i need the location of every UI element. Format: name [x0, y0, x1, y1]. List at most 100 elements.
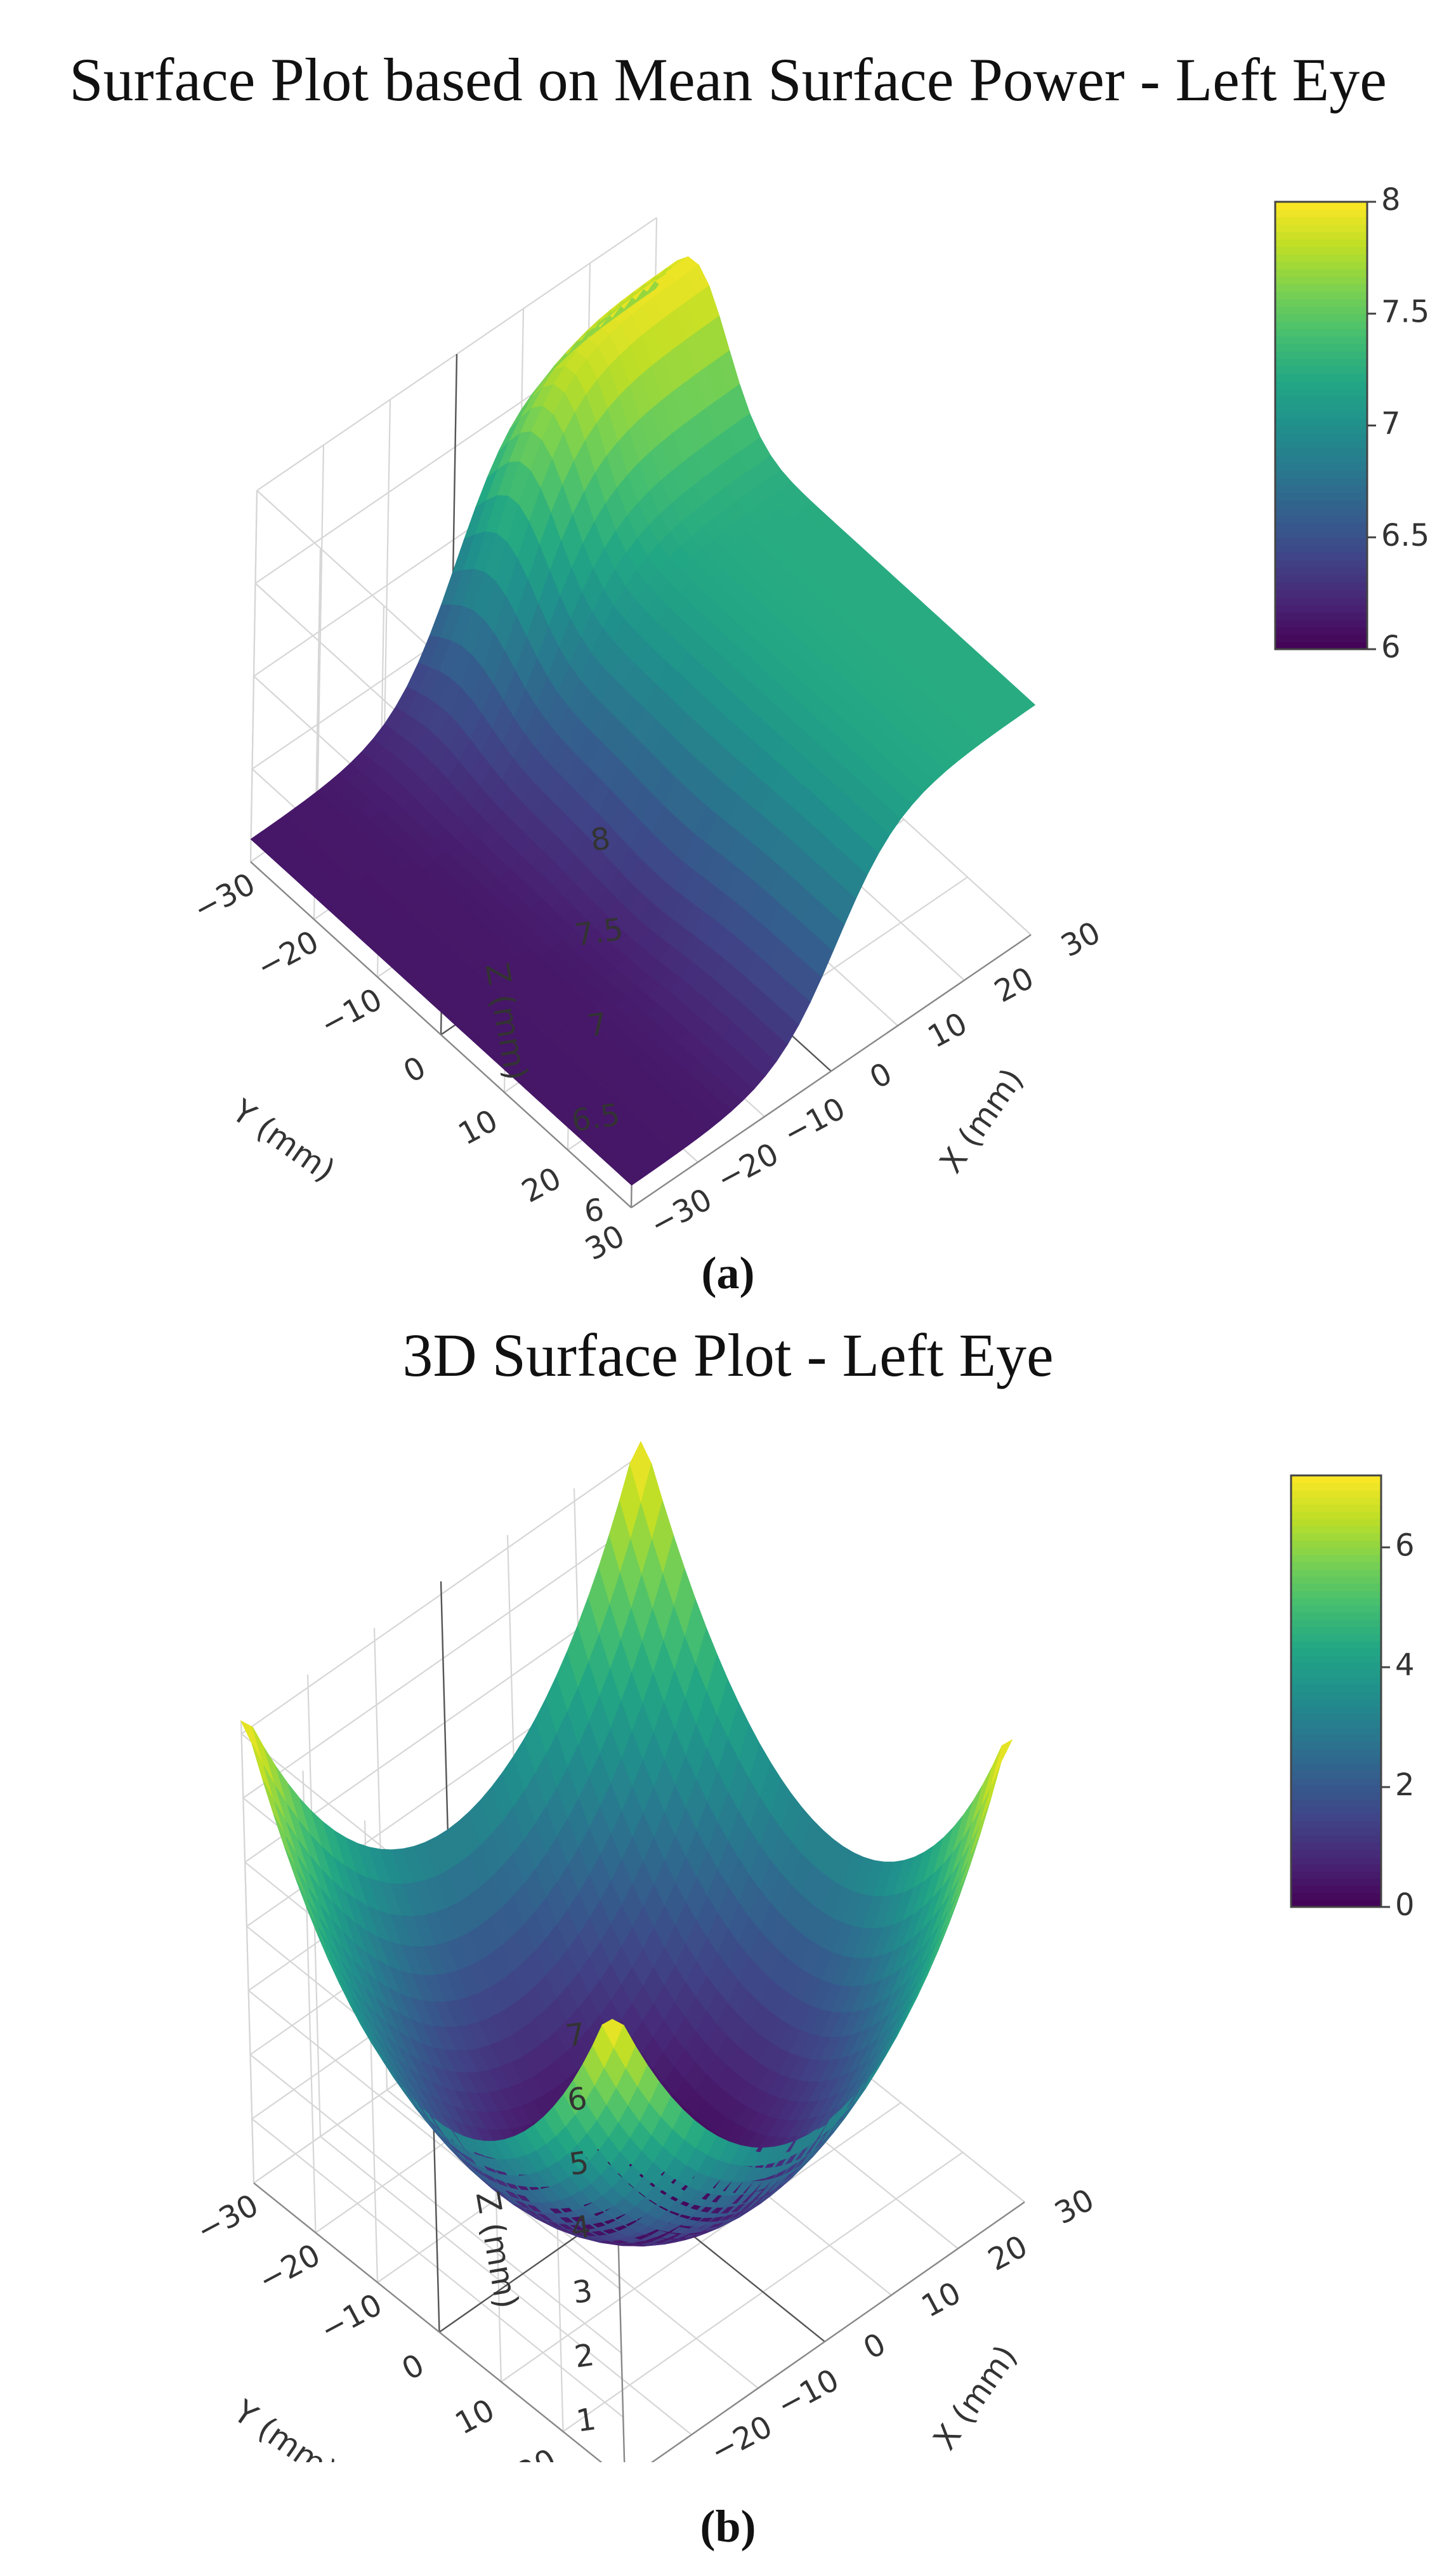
chart-a-colorbar-band [1275, 343, 1367, 352]
chart-a-colorbar-band [1275, 209, 1367, 218]
chart-a-colorbar-band [1275, 612, 1367, 620]
chart-a-colorbar-band [1275, 268, 1367, 277]
chart-b-colorbar-band [1291, 1569, 1381, 1577]
chart-a-x-tick-label: 30 [1055, 914, 1106, 964]
chart-b-colorbar-band [1291, 1547, 1381, 1555]
chart-b-colorbar-band [1291, 1741, 1381, 1750]
chart-a-colorbar: 8 7.5 7 6.5 6 [1274, 182, 1429, 665]
chart-a-colorbar-tick-label: 6 [1381, 630, 1401, 665]
chart-a-colorbar-band [1275, 411, 1367, 419]
chart-b-colorbar-band [1291, 1626, 1381, 1635]
chart-b-colorbar-band [1291, 1475, 1381, 1484]
chart-a-caption: (a) [701, 1248, 755, 1298]
chart-a-colorbar-band [1275, 642, 1367, 650]
chart-a-colorbar-band [1275, 232, 1367, 240]
chart-b-colorbar-band [1291, 1835, 1381, 1843]
chart-b-y-axis-line [253, 2182, 603, 2462]
chart-b-colorbar-band [1291, 1849, 1381, 1857]
chart-a-colorbar-tick-label: 8 [1381, 182, 1401, 218]
chart-a-y-tick-label: −10 [315, 982, 388, 1043]
chart-b-colorbar-band [1291, 1526, 1381, 1534]
chart-b-colorbar-band [1291, 1576, 1381, 1584]
chart-b-colorbar-frame [1290, 1474, 1382, 1908]
chart-b-colorbar-band [1291, 1554, 1381, 1562]
chart-a-colorbar-band [1275, 500, 1367, 508]
chart-b-y-tick-label: −10 [315, 2287, 388, 2349]
chart-a-colorbar-band [1275, 418, 1367, 426]
chart-a-colorbar-band [1275, 567, 1367, 576]
chart-a-y-tick-label: 20 [516, 1160, 567, 1210]
chart-a-colorbar-band [1275, 381, 1367, 389]
chart-a-colorbar-band [1275, 306, 1367, 315]
chart-b-colorbar-band [1291, 1821, 1381, 1829]
chart-b-colorbar-band [1291, 1670, 1381, 1678]
chart-b-z-tick-label: 1 [574, 2401, 598, 2439]
chart-a-x-axis-line [631, 934, 1032, 1208]
chart-a-colorbar-band [1275, 239, 1367, 247]
chart-b-x-tick-label: 10 [915, 2275, 966, 2325]
chart-b-y-tick-label: 10 [449, 2392, 500, 2442]
chart-a-colorbar-band [1275, 313, 1367, 322]
chart-b-y-tick-label: 0 [396, 2347, 430, 2387]
chart-a-z-tick-label: 6.5 [569, 1097, 622, 1139]
chart-b-colorbar-band [1291, 1705, 1381, 1713]
chart-a-colorbar-band [1275, 246, 1367, 255]
chart-b-colorbar-band [1291, 1763, 1381, 1771]
chart-a-colorbar-band [1275, 590, 1367, 598]
chart-a-colorbar-band [1275, 202, 1367, 210]
chart-a-colorbar-tick-label: 7 [1381, 406, 1401, 442]
chart-b-y-axis-title: Y (mm) [226, 2392, 343, 2462]
chart-b-colorbar-band [1291, 1806, 1381, 1814]
chart-a-colorbar-band [1275, 224, 1367, 232]
chart-b-colorbar-band [1291, 1828, 1381, 1836]
chart-a-colorbar-band [1275, 388, 1367, 397]
chart-b-colorbar-band [1291, 1511, 1381, 1519]
chart-b-title: 3D Surface Plot - Left Eye [402, 1321, 1054, 1389]
chart-b-x-axis-line [650, 2201, 1025, 2462]
chart-a-colorbar-band [1275, 358, 1367, 367]
chart-b-colorbar-band [1291, 1533, 1381, 1541]
chart-b-colorbar-band [1291, 1497, 1381, 1505]
chart-b-colorbar-band [1291, 1482, 1381, 1491]
chart-a-colorbar-band [1275, 298, 1367, 307]
chart-b-y-tick-label: −20 [253, 2237, 326, 2298]
chart-a-surface-patch [1013, 694, 1036, 713]
chart-a-colorbar-band [1275, 552, 1367, 560]
chart-b-colorbar-band [1291, 1885, 1381, 1894]
chart-b-caption: (b) [700, 2501, 756, 2552]
chart-b-colorbar-band [1291, 1892, 1381, 1901]
chart-b-surface-patch [991, 1739, 1013, 1784]
chart-b-colorbar-band [1291, 1734, 1381, 1743]
chart-a-colorbar-band [1275, 522, 1367, 531]
chart-b-surface [240, 1441, 1013, 2246]
chart-a-x-tick-label: 10 [922, 1006, 973, 1055]
chart-a-colorbar-band [1275, 574, 1367, 583]
chart-b-x-axis-title: X (mm) [926, 2338, 1025, 2457]
chart-a-colorbar-band [1275, 582, 1367, 590]
chart-a-colorbar-tick-label: 7.5 [1381, 294, 1429, 329]
chart-a-colorbar-band [1275, 463, 1367, 471]
chart-b-x-tick-label: −20 [705, 2409, 778, 2462]
chart-b-colorbar-band [1291, 1784, 1381, 1793]
chart-a-colorbar-band [1275, 216, 1367, 225]
chart-b-colorbar-tick-label: 2 [1395, 1767, 1415, 1803]
chart-a-colorbar-band [1275, 544, 1367, 553]
chart-a-colorbar-tick-label: 6.5 [1381, 518, 1429, 553]
chart-a-x-axis-title: X (mm) [933, 1062, 1031, 1180]
chart-a-colorbar-band [1275, 597, 1367, 605]
chart-a-y-tick-label: −20 [251, 924, 325, 986]
chart-a-colorbar-band [1275, 366, 1367, 374]
chart-a-colorbar-band [1275, 403, 1367, 411]
chart-b-colorbar-band [1291, 1633, 1381, 1642]
chart-b-plot[interactable]: 01234567−30−20−100102030−30−20−100102030… [0, 1396, 1456, 2462]
chart-a-colorbar-band [1275, 485, 1367, 494]
chart-b-x-tick-label: 20 [982, 2229, 1033, 2278]
chart-b-colorbar-band [1291, 1597, 1381, 1606]
chart-b-colorbar-band [1291, 1871, 1381, 1879]
chart-a-colorbar-band [1275, 537, 1367, 546]
chart-a-colorbar-band [1275, 425, 1367, 434]
chart-a-surface [250, 256, 1036, 1186]
chart-b-colorbar-band [1291, 1777, 1381, 1786]
chart-b-colorbar-band [1291, 1691, 1381, 1699]
